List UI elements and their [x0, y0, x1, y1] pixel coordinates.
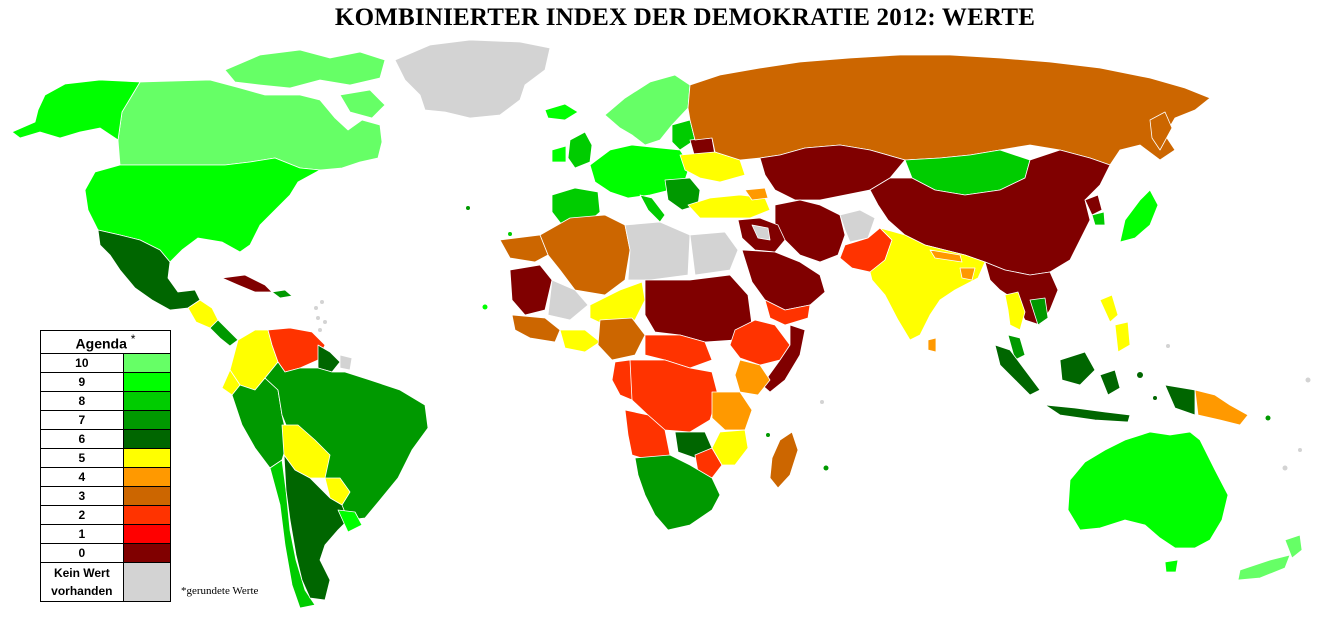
region-japan[interactable] — [1119, 189, 1159, 243]
region-south-africa[interactable] — [634, 454, 721, 531]
region-australia[interactable] — [1067, 431, 1229, 549]
region-libya[interactable] — [624, 221, 691, 281]
region-uruguay[interactable] — [337, 509, 363, 533]
legend-row: 4 — [40, 467, 172, 487]
region-russia[interactable] — [687, 54, 1211, 166]
legend-label: 0 — [40, 543, 124, 563]
legend-row-no-data: Kein Wert vorhanden — [40, 562, 172, 602]
legend-label: 6 — [40, 429, 124, 449]
legend-row: 7 — [40, 410, 172, 430]
region-turkey[interactable] — [687, 194, 771, 219]
legend-row: 6 — [40, 429, 172, 449]
legend-label: 2 — [40, 505, 124, 525]
legend-swatch — [122, 448, 172, 468]
legend-swatch — [122, 505, 172, 525]
legend-label: 5 — [40, 448, 124, 468]
region-argentina[interactable] — [283, 454, 349, 601]
region-venezuela[interactable] — [267, 327, 326, 373]
legend-header-mark: * — [130, 332, 136, 347]
legend-row: 2 — [40, 505, 172, 525]
region-tanzania[interactable] — [711, 391, 753, 431]
footnote: *gerundete Werte — [181, 585, 259, 597]
legend-row: 0 — [40, 543, 172, 563]
map-title: KOMBINIERTER INDEX DER DEMOKRATIE 2012: … — [334, 4, 1036, 31]
legend-label: 1 — [40, 524, 124, 544]
legend-swatch — [122, 391, 172, 411]
legend-label-no-data: Kein Wert vorhanden — [40, 562, 124, 602]
region-somalia[interactable] — [761, 324, 806, 393]
legend-label: 10 — [40, 353, 124, 373]
legend-swatch — [122, 486, 172, 506]
legend-row: 5 — [40, 448, 172, 468]
small-islands — [314, 206, 1311, 471]
region-madagascar[interactable] — [769, 431, 799, 489]
region-nigeria[interactable] — [597, 317, 646, 361]
region-scandinavia[interactable] — [604, 74, 691, 146]
legend-swatch — [122, 429, 172, 449]
region-greenland[interactable] — [394, 39, 551, 119]
legend-row: 3 — [40, 486, 172, 506]
region-iran[interactable] — [774, 199, 846, 263]
legend-label: 4 — [40, 467, 124, 487]
legend-label: 8 — [40, 391, 124, 411]
legend-no-data-line1: Kein Wert — [53, 566, 110, 580]
region-new-zealand[interactable] — [1284, 534, 1303, 559]
legend-swatch — [122, 543, 172, 563]
legend-swatch — [122, 467, 172, 487]
legend-swatch — [122, 524, 172, 544]
region-algeria[interactable] — [539, 214, 631, 296]
legend-row: 10 — [40, 353, 172, 373]
region-png[interactable] — [1194, 389, 1249, 426]
region-cuba[interactable] — [221, 274, 273, 293]
legend-label: 7 — [40, 410, 124, 430]
region-canada-islands[interactable] — [224, 49, 386, 89]
legend-swatch — [122, 410, 172, 430]
legend-swatch-no-data — [122, 562, 172, 602]
region-indonesia[interactable] — [994, 344, 1041, 396]
legend-label: 9 — [40, 372, 124, 392]
legend-swatch — [122, 353, 172, 373]
region-canada[interactable] — [117, 79, 383, 171]
region-saudi-arabia[interactable] — [741, 249, 826, 311]
legend-row: 8 — [40, 391, 172, 411]
legend-row: 9 — [40, 372, 172, 392]
region-alaska[interactable] — [11, 79, 141, 141]
legend-header-label: Agenda — [75, 335, 127, 352]
legend-header: Agenda * — [40, 330, 171, 354]
legend-table: Agenda * 10 9 8 7 6 5 4 3 2 1 — [40, 330, 172, 602]
region-philippines[interactable] — [1099, 294, 1119, 323]
legend-label: 3 — [40, 486, 124, 506]
legend-swatch — [122, 372, 172, 392]
legend-no-data-line2: vorhanden — [51, 584, 113, 598]
legend-row: 1 — [40, 524, 172, 544]
